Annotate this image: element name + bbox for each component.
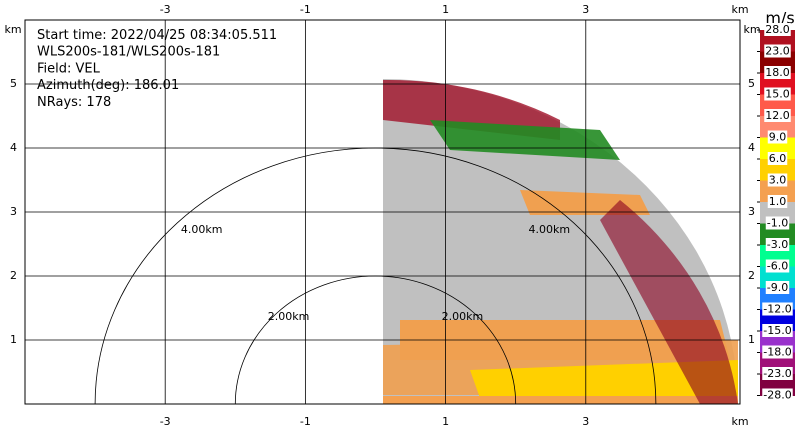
range-ring — [234, 275, 517, 405]
colorbar-label-bg — [764, 23, 791, 36]
colorbar-label-bg — [767, 152, 788, 165]
colorbar-tick-label: -15.0 — [763, 324, 791, 337]
colorbar-tick-label: -6.0 — [767, 260, 788, 273]
colorbar-tick-label: 9.0 — [769, 131, 787, 144]
info-line: NRays: 178 — [37, 95, 111, 110]
colorbar-label-bg — [767, 173, 788, 187]
colorbar-tick-label: 15.0 — [765, 88, 790, 101]
range-ring — [94, 147, 657, 405]
colorbar-label-bg — [764, 87, 791, 101]
colorbar-tick-label: -3.0 — [767, 238, 788, 251]
ring-label: 4.00km — [181, 223, 223, 236]
info-box: Start time: 2022/04/25 08:34:05.511 WLS20… — [37, 28, 277, 110]
x-tick-label: 1 — [442, 415, 449, 428]
y-tick-label: 4 — [10, 141, 17, 154]
colorbar-label-bg — [765, 281, 790, 294]
colorbar-tick-label: 18.0 — [765, 66, 790, 79]
ring-label: 2.00km — [442, 310, 484, 323]
x-tick-label: -1 — [300, 3, 311, 16]
colorbar-label-bg — [767, 195, 788, 208]
x-tick-label: -1 — [300, 415, 311, 428]
colorbar-label-bg — [762, 367, 793, 380]
colorbar-tick-label: -9.0 — [767, 281, 788, 294]
colorbar-label-bg — [762, 388, 793, 402]
colorbar-label-bg — [764, 109, 791, 122]
y-tick-label: 4 — [748, 141, 755, 154]
colorbar-label-bg — [762, 324, 793, 337]
colorbar-tick-label: 28.0 — [765, 23, 790, 36]
x-tick-label: -3 — [160, 415, 171, 428]
colorbar-tick-label: 12.0 — [765, 109, 790, 122]
colorbar-tick-label: -18.0 — [763, 346, 791, 359]
x-unit: km — [731, 415, 748, 428]
y-unit: km — [743, 23, 760, 36]
y-tick-label: 1 — [748, 333, 755, 346]
colorbar-tick-label: 23.0 — [765, 45, 790, 58]
colorbar-label-bg — [765, 216, 790, 230]
ring-label: 4.00km — [529, 223, 571, 236]
x-tick-label: 3 — [582, 3, 589, 16]
colorbar: m/s28.0 23.0 18.0 15.0 12.0 9.0 6.0 3.0 1.0 -1.0 -… — [757, 9, 795, 402]
y-tick-label: 2 — [10, 269, 17, 282]
y-tick-label: 5 — [10, 77, 17, 90]
y-tick-label: 3 — [748, 205, 755, 218]
colorbar-tick-label: -28.0 — [763, 389, 791, 402]
colorbar-label-bg — [765, 259, 790, 273]
info-line: Azimuth(deg): 186.01 — [37, 78, 179, 93]
x-unit: km — [731, 3, 748, 16]
colorbar-tick-label: -12.0 — [763, 303, 791, 316]
y-tick-label: 3 — [10, 205, 17, 218]
x-tick-label: -3 — [160, 3, 171, 16]
colorbar-tick-label: -23.0 — [763, 367, 791, 380]
velocity-field — [383, 79, 738, 404]
y-tick-label: 1 — [10, 333, 17, 346]
colorbar-label-bg — [762, 302, 793, 316]
colorbar-title: m/s — [765, 9, 794, 28]
colorbar-label-bg — [764, 44, 791, 58]
info-line: Field: VEL — [37, 61, 101, 76]
y-unit: km — [4, 23, 21, 36]
colorbar-label-bg — [762, 345, 793, 359]
info-line: WLS200s-181/WLS200s-181 — [37, 45, 220, 60]
x-tick-label: 3 — [582, 415, 589, 428]
colorbar-label-bg — [765, 238, 790, 251]
info-line: Start time: 2022/04/25 08:34:05.511 — [37, 28, 277, 43]
x-tick-label: 1 — [442, 3, 449, 16]
colorbar-label-bg — [764, 66, 791, 79]
colorbar-tick-label: 3.0 — [769, 174, 787, 187]
ring-label: 2.00km — [268, 310, 310, 323]
colorbar-tick-label: -1.0 — [767, 217, 788, 230]
colorbar-tick-label: 6.0 — [769, 152, 787, 165]
colorbar-label-bg — [767, 130, 788, 144]
y-tick-label: 5 — [748, 77, 755, 90]
y-tick-label: 2 — [748, 269, 755, 282]
colorbar-tick-label: 1.0 — [769, 195, 787, 208]
